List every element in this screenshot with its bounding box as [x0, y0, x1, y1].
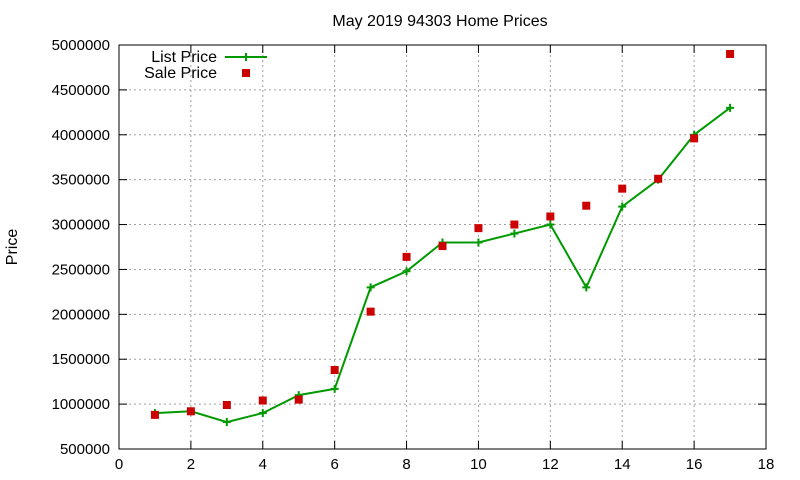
sale-price-point	[402, 252, 411, 261]
x-tick-label: 6	[330, 456, 338, 473]
list-price-point	[474, 238, 483, 247]
legend-label: Sale Price	[144, 65, 217, 82]
y-tick-label: 4000000	[52, 127, 110, 144]
sale-price-point	[690, 134, 699, 143]
y-tick-label: 4500000	[52, 82, 110, 99]
list-price-point	[582, 283, 591, 292]
x-tick-label: 4	[259, 456, 267, 473]
y-axis-label: Price	[4, 229, 21, 266]
list-price-point	[330, 384, 339, 393]
x-tick-label: 2	[187, 456, 195, 473]
list-price-point	[618, 202, 627, 211]
sale-price-point	[258, 396, 267, 405]
sale-price-point	[330, 365, 339, 374]
y-tick-label: 5000000	[52, 37, 110, 54]
list-price-point	[222, 418, 231, 427]
sale-price-point	[510, 220, 519, 229]
sale-price-point	[726, 49, 735, 58]
list-price-point	[402, 267, 411, 276]
y-tick-label: 3000000	[52, 217, 110, 234]
series-layer	[150, 49, 735, 427]
list-price-point	[258, 409, 267, 418]
sale-price-point	[474, 224, 483, 233]
chart-title: May 2019 94303 Home Prices	[332, 13, 547, 30]
legend-swatch-marker	[242, 69, 250, 77]
y-tick-label: 2500000	[52, 261, 110, 278]
y-tick-label: 1000000	[52, 396, 110, 413]
sale-price-point	[654, 174, 663, 183]
list-price-point	[510, 229, 519, 238]
list-price-point	[366, 283, 375, 292]
sale-price-point	[582, 201, 591, 210]
y-tick-label: 2000000	[52, 306, 110, 323]
sale-price-point	[186, 407, 195, 416]
x-tick-label: 12	[542, 456, 559, 473]
legend-label: List Price	[151, 49, 217, 66]
x-tick-label: 8	[402, 456, 410, 473]
x-tick-label: 0	[115, 456, 123, 473]
list-price-point	[546, 220, 555, 229]
sale-price-point	[438, 242, 447, 251]
sale-price-point	[618, 184, 627, 193]
sale-price-point	[366, 307, 375, 316]
grid-lines	[119, 45, 766, 449]
list-price-line	[154, 107, 731, 424]
y-tick-label: 500000	[60, 441, 110, 458]
list-price-point	[726, 103, 735, 112]
y-tick-label: 1500000	[52, 351, 110, 368]
tick-labels: 500000 1000000 1500000 2000000 2500000 300000…	[52, 37, 775, 473]
sale-price-point	[294, 395, 303, 404]
x-tick-label: 10	[470, 456, 487, 473]
x-tick-label: 14	[614, 456, 631, 473]
legend-swatch-marker	[242, 53, 250, 61]
plot-frame	[118, 44, 767, 450]
sale-price-point	[546, 212, 555, 221]
x-tick-label: 18	[758, 456, 775, 473]
sale-price-point	[150, 410, 159, 419]
sale-price-point	[222, 401, 231, 410]
y-tick-label: 3500000	[52, 172, 110, 189]
x-tick-label: 16	[686, 456, 703, 473]
